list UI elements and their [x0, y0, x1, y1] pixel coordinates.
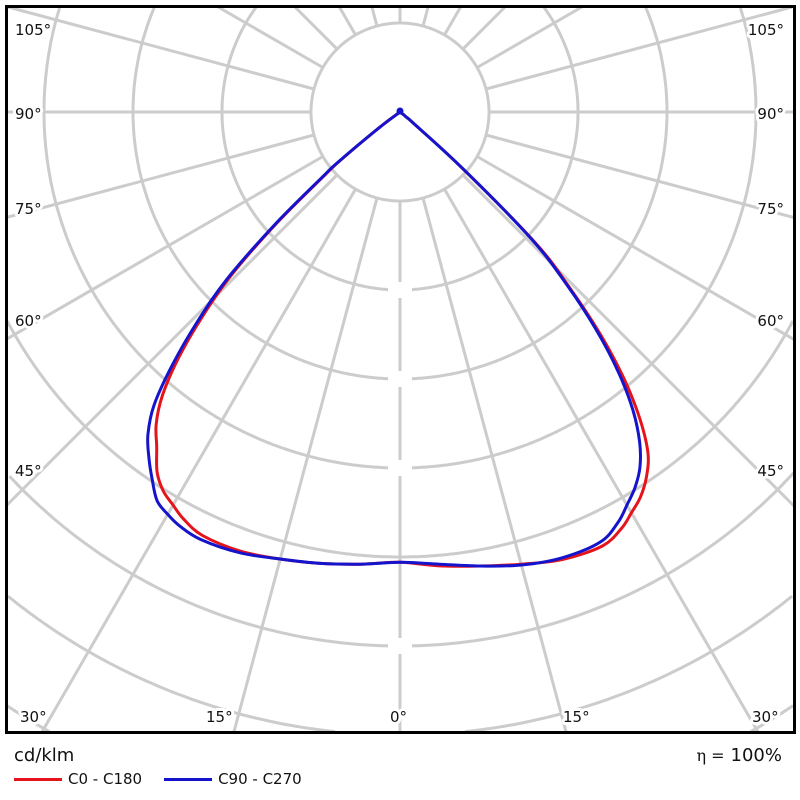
- curves: [146, 107, 650, 568]
- efficiency-readout: η = 100%: [696, 745, 782, 766]
- grid-radial-line: [485, 7, 793, 91]
- grid-radial-line: [476, 7, 583, 69]
- unit-label: cd/klm: [14, 745, 75, 766]
- grid-ring: [42, 7, 758, 470]
- legend-swatch-red: [14, 777, 62, 781]
- legend-label: C90 - C270: [218, 770, 302, 788]
- angle-labels: 105° 90° 75° 60° 45° 105° 90° 75° 60° 45…: [12, 18, 787, 729]
- grid-radial-line: [217, 7, 324, 69]
- angle-label-left-45: 45°: [15, 462, 42, 480]
- grid-radial-line: [40, 188, 357, 732]
- angle-label-bottom-30-left: 30°: [20, 708, 47, 726]
- grid-radial-line: [461, 7, 507, 51]
- angle-label-bottom-0: 0°: [390, 708, 407, 726]
- grid-ring: [8, 471, 794, 648]
- grid-radial-line: [485, 133, 794, 220]
- angle-label-right-60: 60°: [757, 312, 784, 330]
- grid-ring: [7, 320, 794, 559]
- origin-marker: [396, 107, 404, 115]
- angle-label-right-90: 90°: [757, 105, 784, 123]
- grid-ring: [7, 595, 794, 732]
- grid-radial-line: [7, 7, 315, 91]
- ring-label-gap: [388, 638, 412, 654]
- grid-radial-line: [370, 7, 379, 27]
- legend-item-c90-c270: C90 - C270: [164, 770, 302, 788]
- grid-radial-line: [7, 133, 315, 219]
- angle-label-left-105: 105°: [15, 21, 51, 39]
- ring-label-gap: [388, 282, 412, 298]
- angle-label-bottom-15-left: 15°: [206, 708, 233, 726]
- curve-c90-c270: [146, 110, 642, 568]
- polar-intensity-chart: 105° 90° 75° 60° 45° 105° 90° 75° 60° 45…: [5, 5, 796, 734]
- ring-label-gap: [388, 460, 412, 476]
- chart-frame: [5, 5, 796, 734]
- curve-c0-c180: [154, 110, 650, 568]
- grid-radial-line: [476, 155, 794, 341]
- angle-label-right-105: 105°: [748, 21, 784, 39]
- efficiency-value: 100%: [730, 745, 782, 766]
- angle-label-bottom-30-right: 30°: [752, 708, 779, 726]
- grid-radial-line: [443, 188, 760, 732]
- angle-label-right-75: 75°: [757, 200, 784, 218]
- grid-radial-line: [7, 155, 324, 341]
- legend: C0 - C180 C90 - C270: [14, 770, 324, 788]
- angle-label-bottom-15-right: 15°: [563, 708, 590, 726]
- angle-label-left-90: 90°: [15, 105, 42, 123]
- polar-grid: [7, 7, 794, 732]
- legend-item-c0-c180: C0 - C180: [14, 770, 142, 788]
- legend-label: C0 - C180: [68, 770, 143, 788]
- legend-swatch-blue: [164, 777, 213, 781]
- grid-radial-line: [461, 173, 794, 508]
- grid-radial-line: [338, 7, 357, 36]
- ring-label-gap: [388, 371, 412, 387]
- grid-radial-line: [293, 7, 339, 51]
- grid-ring: [131, 7, 669, 381]
- grid-radial-line: [421, 7, 430, 27]
- grid-radial-line: [232, 197, 379, 732]
- grid-radial-line: [443, 7, 462, 36]
- angle-label-left-75: 75°: [15, 200, 42, 218]
- grid-radial-line: [7, 173, 339, 507]
- angle-label-right-45: 45°: [757, 462, 784, 480]
- grid-radial-line: [421, 197, 568, 732]
- efficiency-symbol: η =: [696, 746, 725, 765]
- grid-ring: [7, 704, 794, 732]
- angle-label-left-60: 60°: [15, 312, 42, 330]
